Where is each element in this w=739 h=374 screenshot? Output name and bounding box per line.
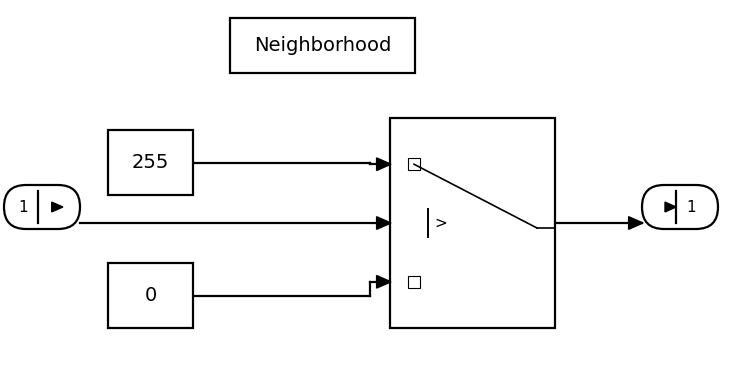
Bar — [408, 276, 420, 288]
Bar — [390, 118, 555, 328]
Polygon shape — [377, 217, 391, 229]
Polygon shape — [629, 217, 643, 229]
FancyBboxPatch shape — [642, 185, 718, 229]
Text: 1: 1 — [18, 199, 28, 215]
Polygon shape — [665, 202, 676, 212]
Bar — [108, 263, 193, 328]
Bar — [408, 158, 420, 170]
Bar — [108, 130, 193, 195]
FancyBboxPatch shape — [4, 185, 80, 229]
Polygon shape — [377, 276, 391, 288]
Bar — [230, 18, 415, 73]
Text: >: > — [434, 215, 447, 230]
Text: 0: 0 — [144, 286, 157, 305]
Text: 1: 1 — [687, 199, 696, 215]
Text: Neighborhood: Neighborhood — [253, 36, 391, 55]
Text: 255: 255 — [132, 153, 169, 172]
Polygon shape — [377, 158, 391, 171]
Polygon shape — [52, 202, 63, 212]
